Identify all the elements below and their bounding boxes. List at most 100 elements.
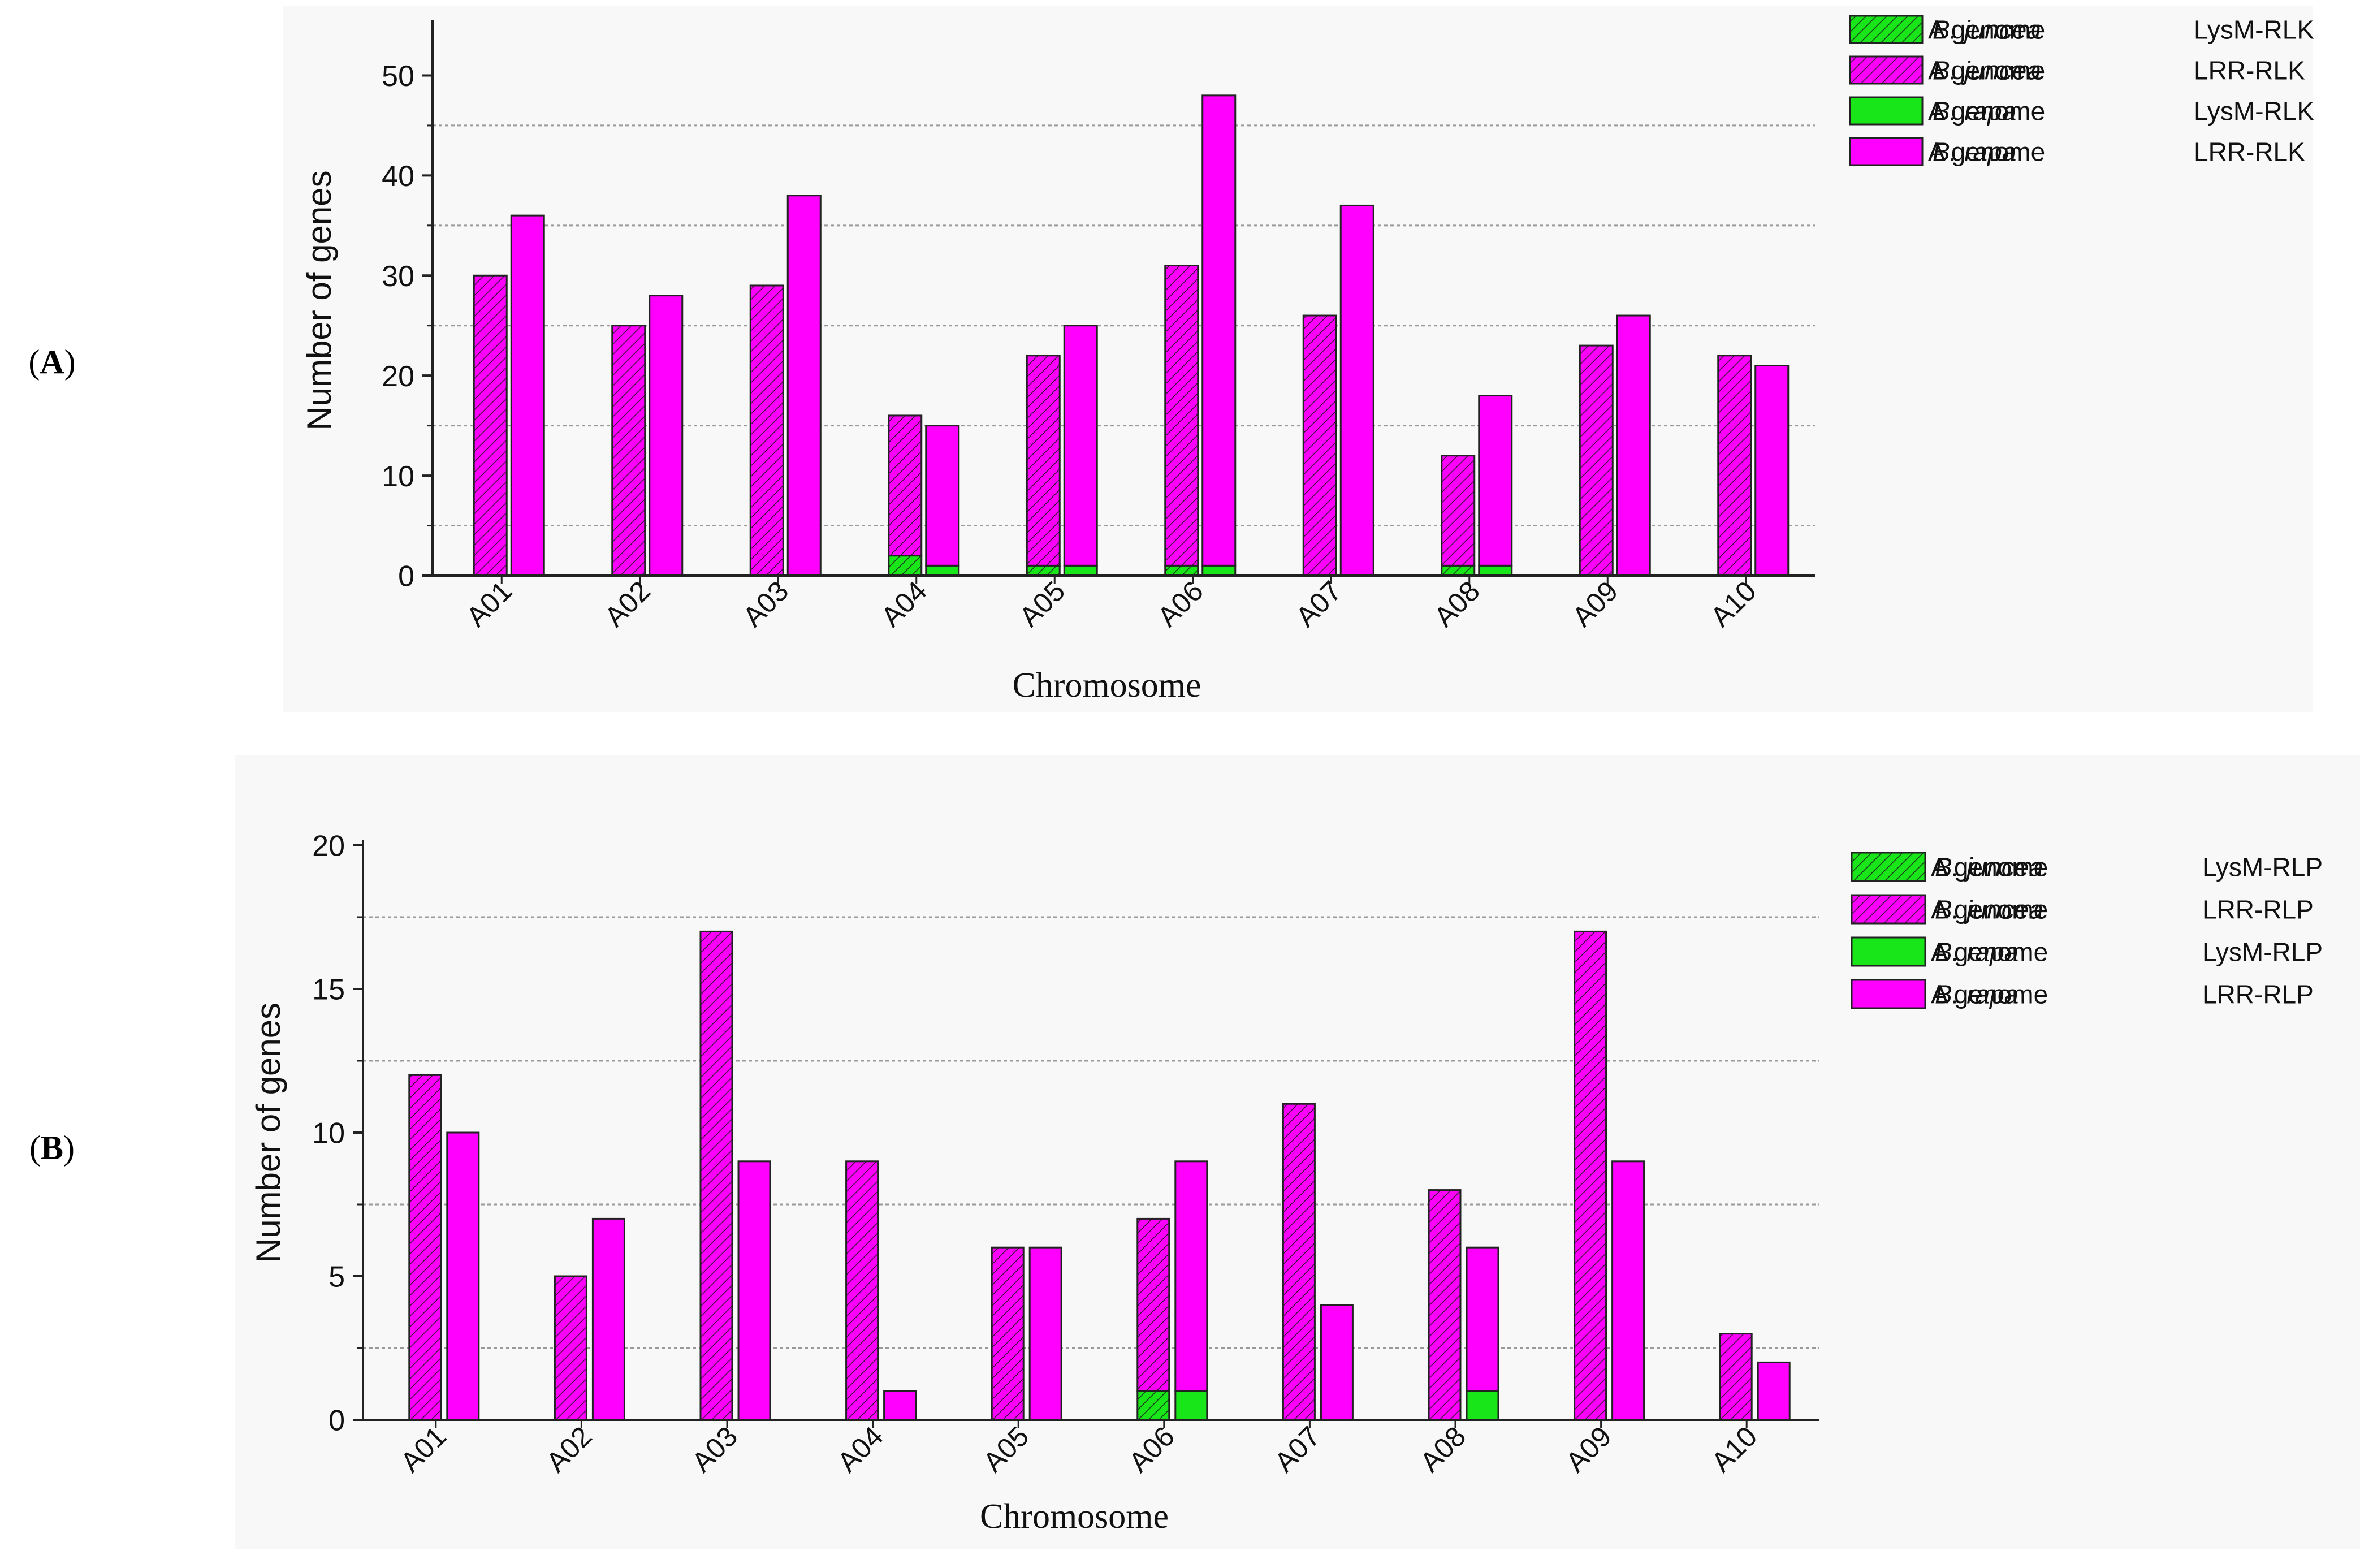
legend-swatch-outline [1849,96,1924,126]
bar-juncea-lrr-a10 [1717,355,1752,577]
bar-hatch [1718,355,1751,576]
bar-rapa-lysm-a06 [1174,1390,1208,1421]
bar-juncea-lrr-a02 [611,325,646,577]
legend-text-species: B. juncea [1933,56,2041,85]
legend-text-gene: LysM-RLP [2202,853,2323,882]
y-tick-label: 10 [382,460,414,493]
bar-hatch [1165,265,1198,566]
bar-fill [1758,1362,1790,1420]
y-tick-label: 50 [382,60,414,93]
bar-juncea-lrr-a05 [1026,355,1061,567]
bar-hatch [888,555,922,576]
bar-hatch [846,1161,878,1420]
bar-hatch [1441,565,1475,576]
y-tick-label: 0 [398,560,414,593]
bar-rapa-lrr-a01 [510,214,545,577]
legend-text-prefix: A genome [1928,97,2045,126]
bar-outline [1174,1160,1208,1392]
bar-rapa-lysm-a04 [925,564,960,577]
bar-juncea-lrr-a09 [1579,344,1614,577]
legend-swatch [1852,980,1925,1008]
bar-juncea-lysm-a06 [1136,1390,1170,1421]
bar-outline [1441,455,1476,567]
bar-hatch [555,1276,587,1420]
legend-item-1: A genome B. juncea LysM-RLK [1849,15,2314,45]
bar-hatch [1027,565,1060,576]
bar-fill [738,1161,770,1420]
bar-juncea-lrr-a06 [1136,1217,1170,1392]
bar-fill [926,425,959,566]
bar-fill [1617,316,1650,576]
legend-text-gene: LysM-RLK [2194,15,2314,45]
bar-rapa-lrr-a03 [786,195,822,577]
legend-text-prefix: A genome [1928,137,2045,167]
bar-juncea-lrr-a08 [1428,1189,1462,1421]
panel-label-a: (A) [28,343,75,381]
legend-text-gene: LRR-RLP [2202,895,2314,925]
legend-item-4: A genome B. rapa LRR-RLK [1849,137,2305,167]
bar-hatch [1429,1190,1460,1420]
x-axis-title: Chromosome [1012,666,1201,705]
bar-rapa-lysm-a08 [1466,1390,1499,1421]
bar-hatch [992,1247,1024,1420]
bar-rapa-lrr-a08 [1466,1246,1499,1392]
legend-swatch-hatch [1850,57,1922,84]
bar-fill [447,1133,479,1420]
bar-rapa-lrr-a07 [1339,204,1374,577]
bar-outline [1466,1246,1499,1392]
bar-juncea-lrr-a10 [1719,1333,1753,1421]
bar-rapa-lrr-a02 [591,1217,625,1421]
bar-fill [926,565,959,576]
legend-item-2: A genome B. juncea LRR-RLP [1851,894,2314,925]
bar-fill [511,215,544,576]
legend-swatch [1852,938,1925,966]
bar-juncea-lrr-a07 [1302,314,1337,577]
bar-fill [1479,395,1512,566]
bar-juncea-lrr-a03 [699,930,733,1421]
bar-rapa-lrr-a03 [737,1160,771,1421]
bar-hatch [409,1075,441,1420]
bar-fill [1064,565,1097,576]
bar-outline [1136,1217,1170,1392]
bar-fill [1202,95,1235,566]
bar-outline [1026,355,1061,567]
y-tick-label: 30 [382,260,414,293]
bar-juncea-lrr-a08 [1441,455,1476,567]
bar-rapa-lrr-a10 [1757,1361,1791,1421]
legend-text-prefix: A genome [1931,980,2048,1009]
bar-rapa-lrr-a07 [1320,1304,1354,1421]
bar-fill [649,295,682,576]
bar-rapa-lrr-a09 [1616,314,1651,577]
bar-juncea-lrr-a07 [1282,1103,1316,1421]
legend-text-gene: LRR-RLK [2194,137,2305,167]
bar-juncea-lysm-a06 [1164,564,1199,577]
legend-text-prefix: A genome [1928,15,2045,45]
bar-hatch [701,931,732,1420]
legend-swatch [1850,138,1922,165]
bar-outline [888,414,923,557]
bar-juncea-lrr-a01 [473,274,508,577]
legend-swatch-outline [1851,979,1926,1009]
bar-rapa-lrr-a06 [1174,1160,1208,1392]
legend-swatch-hatch [1852,853,1925,881]
legend-swatch-outline [1851,936,1926,967]
bar-fill [1467,1247,1498,1392]
bar-juncea-lysm-a08 [1441,564,1476,577]
legend-text-species: B. rapa [1933,97,2016,126]
bar-fill [1321,1304,1353,1420]
legend-swatch [1850,97,1922,124]
bar-hatch [1441,455,1475,566]
legend-text-prefix: A genome [1931,895,2048,925]
legend-text-gene: LysM-RLK [2194,97,2314,126]
bar-fill [884,1391,916,1420]
legend-item-4: A genome B. rapa LRR-RLP [1851,979,2314,1009]
bar-rapa-lysm-a06 [1201,564,1237,577]
bar-rapa-lrr-a10 [1754,364,1790,577]
legend-text-species: B. juncea [1935,853,2043,882]
y-axis-title: Number of genes [249,1003,287,1263]
legend-item-1: A genome B. juncea LysM-RLP [1851,852,2323,882]
